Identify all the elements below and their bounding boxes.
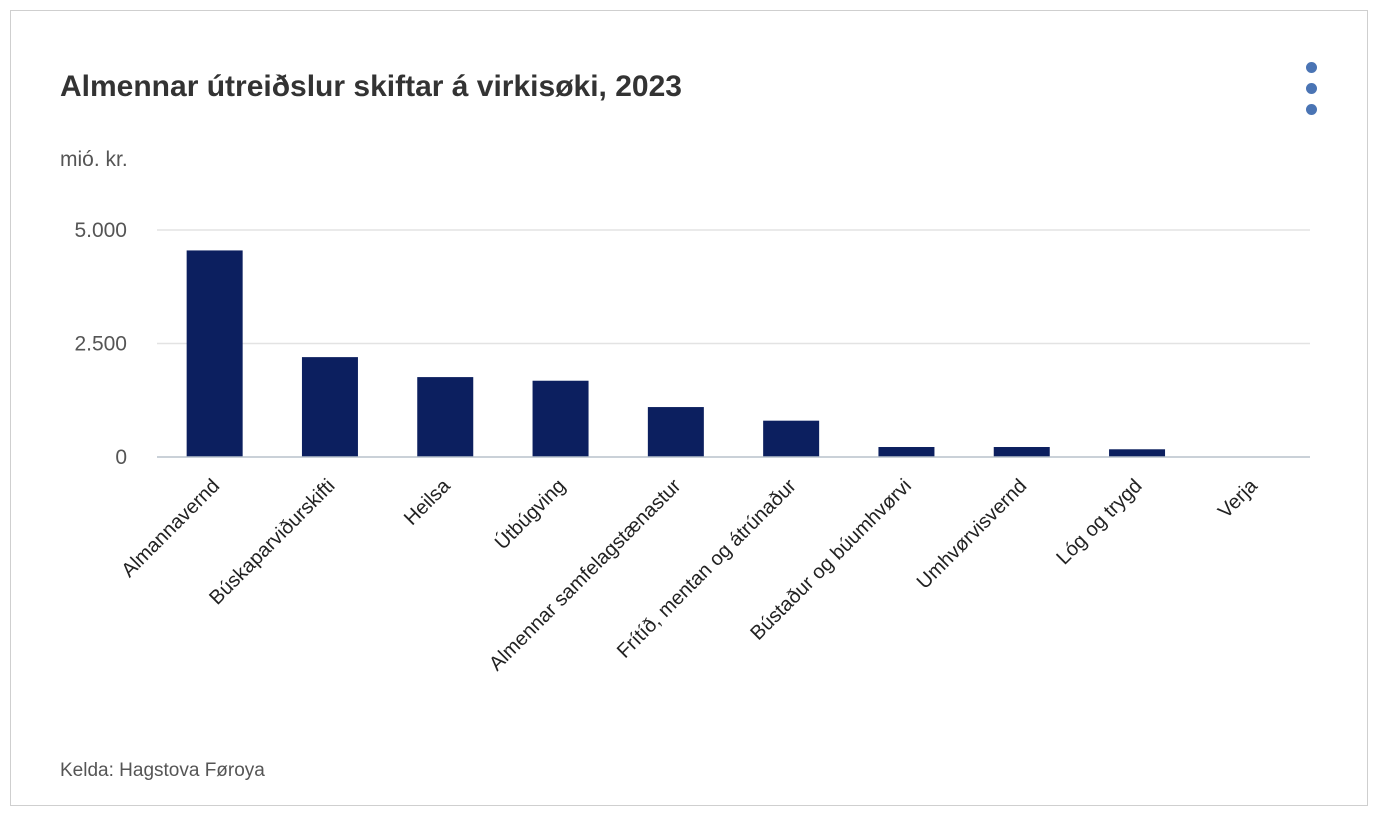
more-vertical-icon-dot [1306, 104, 1317, 115]
y-tick-label: 2.500 [74, 333, 127, 356]
x-category-label: Umhvørvisvernd [913, 475, 1031, 593]
y-axis-unit-label: mió. kr. [60, 148, 128, 171]
chart-title: Almennar útreiðslur skiftar á virkisøki,… [60, 70, 682, 103]
x-category-label: Almannavernd [117, 475, 224, 582]
bars [186, 250, 1166, 457]
gridlines [157, 229, 1310, 345]
x-category-label: Verja [1214, 474, 1262, 522]
x-category-label: Búskaparviðurskifti [205, 475, 339, 609]
y-axis-ticks: 0 2.500 5.000 [74, 219, 127, 469]
bar[interactable] [647, 407, 704, 457]
more-vertical-icon [1306, 62, 1317, 73]
x-category-label: Útbúgving [490, 474, 570, 554]
bar[interactable] [1109, 449, 1166, 457]
more-vertical-icon-dot [1306, 83, 1317, 94]
bar[interactable] [417, 377, 474, 457]
y-tick-label: 5.000 [74, 219, 127, 242]
y-tick-label: 0 [115, 446, 127, 469]
bar[interactable] [301, 357, 358, 457]
x-category-label: Lóg og trygd [1052, 475, 1146, 569]
source-note: Kelda: Hagstova Føroya [60, 760, 265, 781]
bar[interactable] [532, 380, 589, 457]
bar[interactable] [993, 447, 1050, 457]
bar[interactable] [763, 420, 820, 457]
bar[interactable] [878, 447, 935, 457]
bar[interactable] [186, 250, 243, 457]
x-category-label: Almennar samfelagstænastur [485, 475, 686, 676]
chart-menu-button[interactable] [1296, 54, 1328, 120]
x-category-label: Heilsa [400, 474, 455, 529]
